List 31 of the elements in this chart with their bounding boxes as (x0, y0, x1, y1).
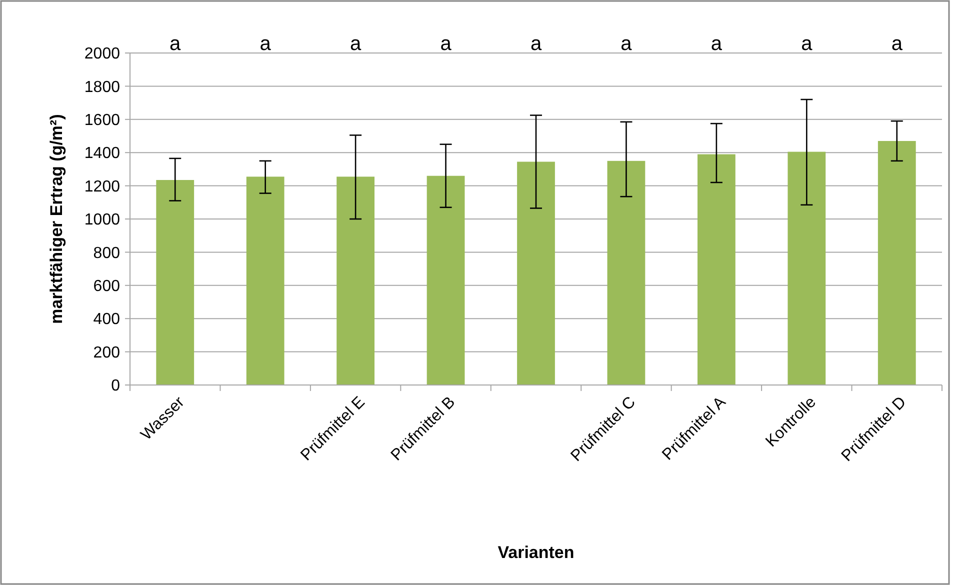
bar (156, 180, 194, 385)
y-tick-label: 200 (93, 344, 120, 362)
y-axis-title: marktfähiger Ertrag (g/m²) (47, 114, 66, 324)
y-tick-label: 600 (93, 278, 120, 295)
y-tick-label: 1800 (84, 78, 120, 96)
y-tick-label: 400 (93, 311, 120, 328)
bar (607, 160, 646, 385)
y-tick-label: 1600 (84, 112, 120, 129)
annotation: a (710, 33, 723, 55)
bar (788, 152, 826, 385)
annotation: a (440, 33, 452, 55)
annotation: a (620, 33, 633, 55)
y-tick-label: 1000 (84, 212, 120, 229)
annotation: a (260, 33, 272, 55)
y-tick-label: 1200 (84, 178, 120, 196)
y-tick-label: 0 (111, 378, 120, 395)
y-tick-label: 2000 (84, 46, 120, 63)
bar (336, 176, 374, 385)
bar (698, 154, 736, 385)
bar (426, 176, 465, 385)
annotation: a (530, 33, 542, 55)
x-axis-title: Varianten (498, 543, 574, 562)
y-tick-label: 1400 (84, 145, 120, 162)
bar (517, 162, 555, 385)
annotation: a (170, 33, 182, 55)
bar (246, 176, 284, 385)
annotation: a (891, 33, 904, 55)
annotation: a (350, 33, 362, 55)
y-tick-label: 800 (93, 244, 120, 262)
bar (878, 140, 916, 385)
annotation: a (801, 33, 814, 55)
